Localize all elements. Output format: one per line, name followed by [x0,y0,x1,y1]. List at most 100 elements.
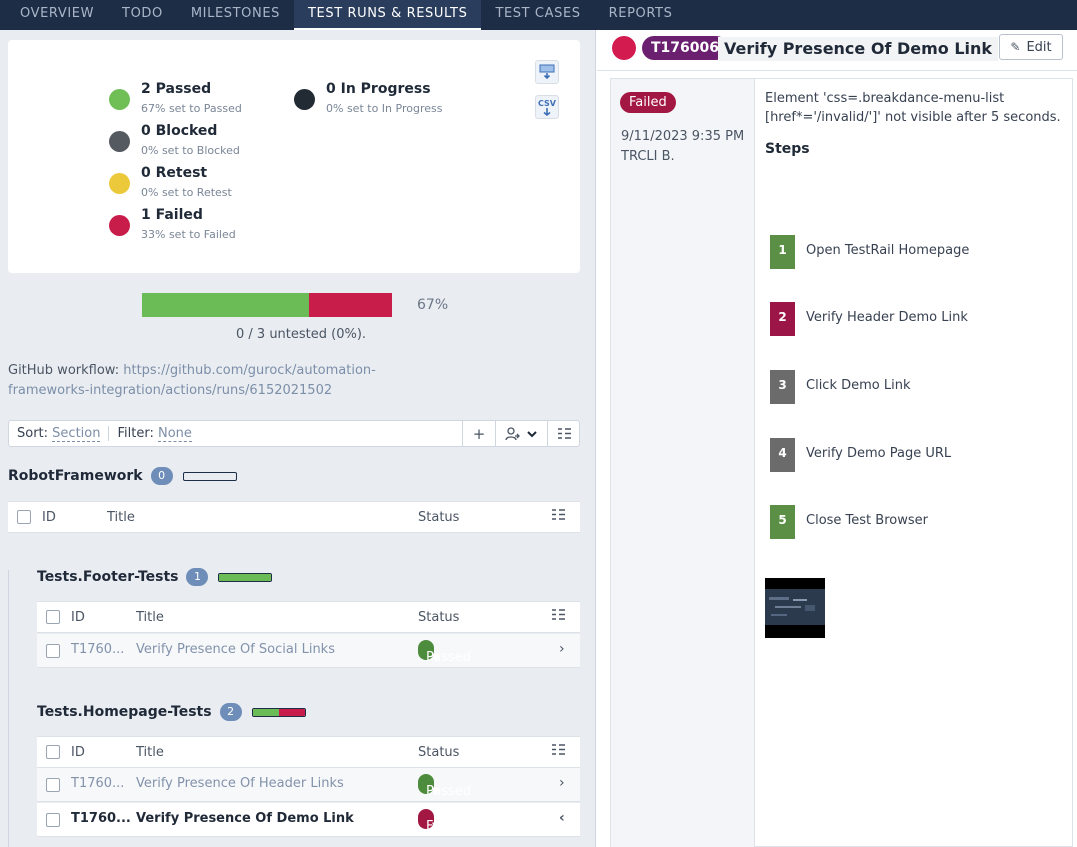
row-checkbox[interactable] [46,813,60,827]
table-header: ID Title Status [8,501,580,533]
step-number: 1 [770,235,795,269]
failed-dot [109,215,130,236]
column-settings-icon[interactable] [552,744,565,758]
step-text: Close Test Browser [806,513,928,528]
tab-overview[interactable]: OVERVIEW [20,6,95,21]
step-number: 4 [770,438,795,472]
stat-label: 2 Passed [141,81,212,97]
row-checkbox[interactable] [46,644,60,658]
top-nav: OVERVIEW TODO MILESTONES TEST RUNS & RES… [0,0,1077,30]
tab-todo[interactable]: TODO [122,6,163,21]
edit-button[interactable]: ✎ Edit [999,34,1063,60]
select-all-checkbox[interactable] [46,745,60,759]
sort-section-link[interactable]: Section [52,425,101,442]
row-id[interactable]: T1760... [71,642,125,657]
chevron-left-icon[interactable]: ‹ [559,810,565,826]
section-indent-line [8,570,9,847]
github-workflow-link[interactable]: https://github.com/gurock/automation-fra… [8,363,376,398]
step-text: Click Demo Link [806,378,911,393]
steps-heading: Steps [765,141,810,157]
run-progress-bar [142,293,392,317]
stat-sub: 33% set to Failed [141,228,236,241]
status-dropdown[interactable]: Passed ▼ [418,774,471,799]
col-id: ID [71,610,85,625]
csv-download-icon[interactable]: CSV [535,95,559,119]
edit-label: Edit [1026,39,1052,55]
add-icon[interactable]: + [462,421,495,446]
assign-user-icon [504,426,520,440]
stat-label: 0 Retest [141,165,208,181]
mini-failed-segment [278,708,305,716]
sort-label: Sort: [17,426,49,441]
chevron-right-icon[interactable]: › [559,775,565,791]
status-label: Passed [426,784,472,799]
column-settings-icon[interactable] [547,421,580,446]
filter-none-link[interactable]: None [157,425,192,442]
row-title[interactable]: Verify Presence Of Social Links [136,642,335,657]
status-dropdown[interactable]: Failed ▼ [418,809,464,834]
chevron-down-icon [526,430,537,437]
result-entry: Failed 9/11/2023 9:35 PM TRCLI B. Elemen… [610,78,1073,847]
filter-bar: Sort: Section Filter: None + [8,420,580,447]
filter-label: Filter: [117,426,154,441]
col-status: Status [418,745,460,760]
col-status: Status [418,510,460,525]
chevron-right-icon[interactable]: › [559,641,565,657]
group-mini-progress [218,572,273,582]
row-title[interactable]: Verify Presence Of Header Links [136,776,344,791]
stat-sub: 0% set to In Progress [326,102,443,115]
step-text: Open TestRail Homepage [806,243,970,258]
step-number: 3 [770,370,795,404]
chart-download-icon[interactable] [535,60,559,84]
group-name: RobotFramework [8,468,143,484]
table-row[interactable]: T1760... Verify Presence Of Social Links… [37,634,580,668]
github-workflow: GitHub workflow: https://github.com/guro… [8,361,448,401]
github-prefix: GitHub workflow: [8,363,120,378]
col-id: ID [71,745,85,760]
table-row[interactable]: T1760... Verify Presence Of Header Links… [37,768,580,802]
col-id: ID [42,510,56,525]
step-number: 5 [770,505,795,539]
group-robotframework[interactable]: RobotFramework 0 [8,467,237,485]
column-settings-icon[interactable] [552,609,565,623]
csv-label: CSV [538,98,556,108]
row-id[interactable]: T1760... [71,776,125,791]
tab-milestones[interactable]: MILESTONES [190,6,280,21]
progress-percent: 67% [417,297,449,313]
tab-test-runs-results[interactable]: TEST RUNS & RESULTS [293,0,482,30]
group-count-badge: 2 [219,703,242,721]
row-id[interactable]: T1760... [71,811,131,826]
group-name: Tests.Footer-Tests [37,569,179,585]
passed-dot [109,89,130,110]
screenshot-content [765,589,825,625]
row-checkbox[interactable] [46,778,60,792]
select-all-checkbox[interactable] [46,610,60,624]
group-count-badge: 1 [186,568,209,586]
result-timestamp: 9/11/2023 9:35 PM [621,129,745,144]
result-message: Element 'css=.breakdance-menu-list [href… [765,91,1061,125]
group-footer-tests[interactable]: Tests.Footer-Tests 1 [37,568,273,586]
row-title[interactable]: Verify Presence Of Demo Link [136,811,354,826]
stat-label: 0 In Progress [326,81,431,97]
tab-reports[interactable]: REPORTS [608,6,673,21]
filter-divider [108,426,110,441]
assign-user-dropdown[interactable] [495,421,547,446]
table-row-selected[interactable]: T1760... Verify Presence Of Demo Link Fa… [37,803,580,837]
run-results-pane: 2 Passed 67% set to Passed 0 Blocked 0% … [0,30,596,847]
progress-passed-segment [142,293,309,317]
stat-label: 1 Failed [141,207,203,223]
stat-sub: 67% set to Passed [141,102,242,115]
status-dropdown[interactable]: Passed ▼ [418,640,471,665]
result-status-badge: Failed [620,92,676,113]
tab-test-cases[interactable]: TEST CASES [495,6,581,21]
status-dot [612,36,636,60]
untested-count: 0 / 3 untested (0%). [236,327,367,342]
group-homepage-tests[interactable]: Tests.Homepage-Tests 2 [37,703,306,721]
chevron-down-icon: ▼ [432,786,440,797]
select-all-checkbox[interactable] [17,510,31,524]
col-title: Title [136,610,164,625]
result-user[interactable]: TRCLI B. [621,149,675,164]
column-settings-icon[interactable] [552,509,565,523]
screenshot-thumbnail[interactable] [765,578,825,638]
test-detail-pane: T176006 Verify Presence Of Demo Link ✎ E… [597,30,1077,847]
